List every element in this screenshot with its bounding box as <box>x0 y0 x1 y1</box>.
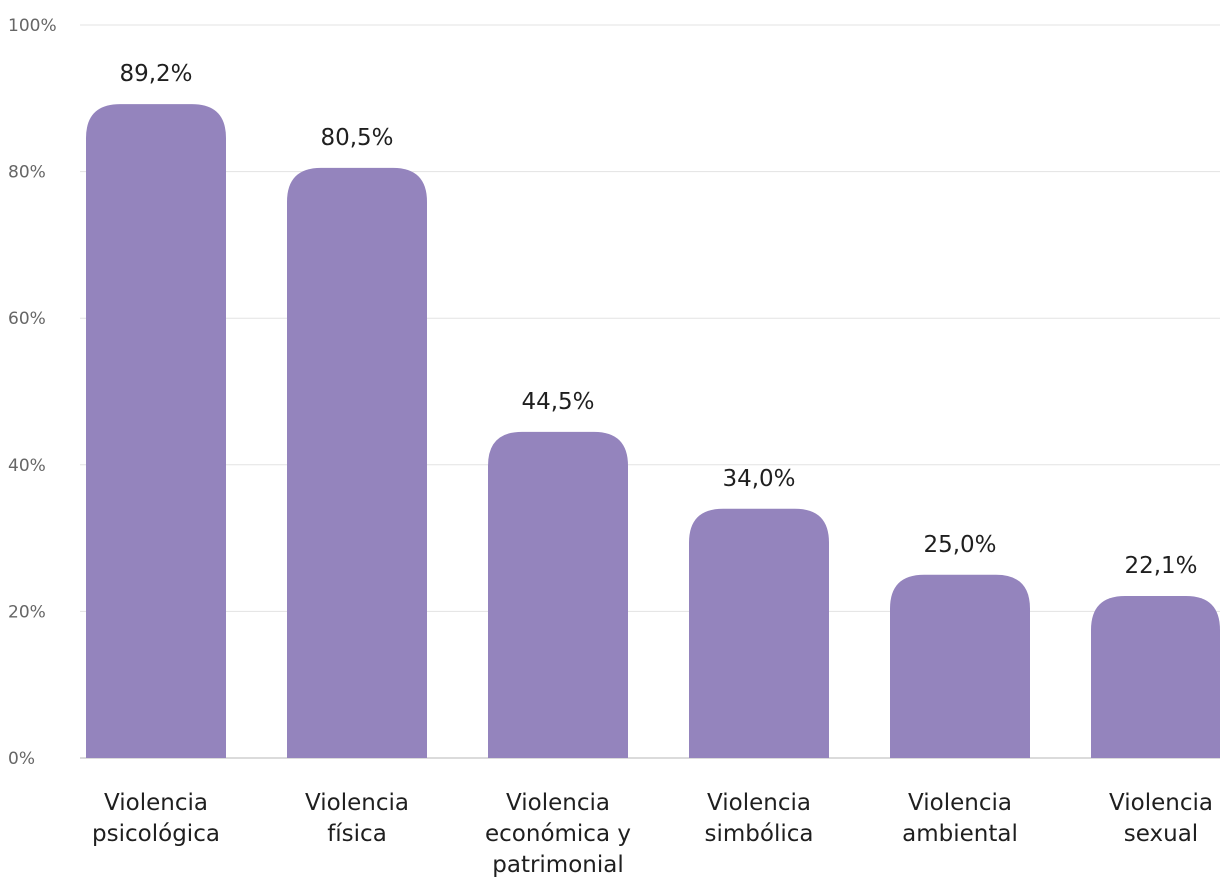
bar-1 <box>86 104 226 758</box>
bar-6 <box>1091 596 1220 758</box>
y-tick-label-80: 80% <box>8 163 46 183</box>
data-labels: 89,2% 80,5% 44,5% 34,0% 25,0% 22,1% <box>119 61 1197 579</box>
x-tick-label-line: sexual <box>1124 821 1198 847</box>
x-tick-label-line: física <box>327 821 387 847</box>
x-tick-label-line: ambiental <box>902 821 1018 847</box>
data-label-3: 44,5% <box>521 389 594 415</box>
y-tick-label-100: 100% <box>8 16 57 36</box>
x-tick-label-line: Violencia <box>305 790 409 816</box>
x-tick-label-line: Violencia <box>104 790 208 816</box>
y-tick-label-40: 40% <box>8 456 46 476</box>
x-tick-label-5: Violencia ambiental <box>902 790 1018 847</box>
data-label-6: 22,1% <box>1124 553 1197 579</box>
x-tick-label-line: Violencia <box>1109 790 1213 816</box>
data-label-4: 34,0% <box>722 466 795 492</box>
data-label-2: 80,5% <box>320 125 393 151</box>
y-tick-label-0: 0% <box>8 749 35 769</box>
x-tick-label-line: Violencia <box>908 790 1012 816</box>
y-axis-tick-labels: 0% 20% 40% 60% 80% 100% <box>8 16 57 769</box>
data-label-1: 89,2% <box>119 61 192 87</box>
bar-2 <box>287 167 427 758</box>
x-tick-label-4: Violencia simbólica <box>705 790 814 847</box>
x-tick-label-line: Violencia <box>506 790 610 816</box>
y-tick-label-20: 20% <box>8 602 46 622</box>
bar-4 <box>689 508 829 758</box>
x-tick-label-line: Violencia <box>707 790 811 816</box>
bars <box>86 104 1220 758</box>
x-tick-label-6: Violencia sexual <box>1109 790 1213 847</box>
bar-5 <box>890 574 1030 758</box>
gridlines <box>80 24 1220 759</box>
data-label-5: 25,0% <box>923 532 996 558</box>
x-tick-label-line: patrimonial <box>492 852 624 878</box>
x-tick-label-3: Violencia económica y patrimonial <box>485 790 631 878</box>
x-tick-label-line: simbólica <box>705 821 814 847</box>
x-tick-label-line: económica y <box>485 821 631 847</box>
x-tick-label-line: psicológica <box>92 821 220 847</box>
x-tick-label-2: Violencia física <box>305 790 409 847</box>
y-tick-label-60: 60% <box>8 309 46 329</box>
x-tick-label-1: Violencia psicológica <box>92 790 220 847</box>
bar-3 <box>488 431 628 758</box>
